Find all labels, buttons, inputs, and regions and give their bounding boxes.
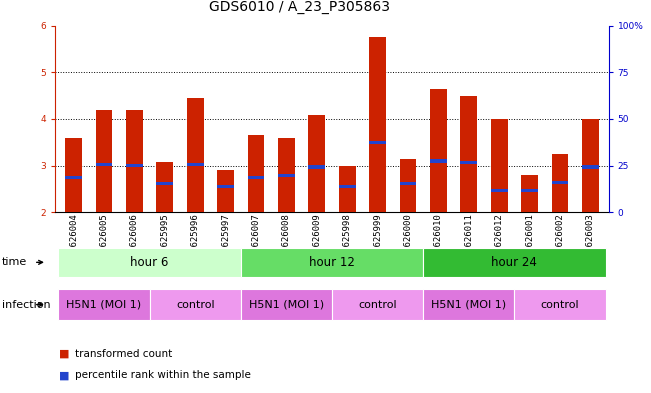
Bar bbox=[551, 181, 568, 184]
Bar bbox=[126, 110, 143, 212]
Bar bbox=[309, 115, 325, 212]
Bar bbox=[582, 119, 599, 212]
Bar bbox=[339, 165, 355, 212]
Bar bbox=[521, 189, 538, 192]
Bar bbox=[491, 189, 508, 192]
Bar bbox=[126, 164, 143, 167]
Bar bbox=[309, 165, 325, 169]
Text: transformed count: transformed count bbox=[75, 349, 172, 359]
Text: GDS6010 / A_23_P305863: GDS6010 / A_23_P305863 bbox=[209, 0, 390, 14]
Bar bbox=[400, 158, 417, 212]
Bar bbox=[156, 162, 173, 212]
Bar bbox=[400, 182, 417, 185]
Bar bbox=[491, 119, 508, 212]
Text: control: control bbox=[541, 299, 579, 310]
Bar bbox=[187, 98, 204, 212]
Bar bbox=[96, 110, 113, 212]
Text: hour 24: hour 24 bbox=[492, 256, 537, 269]
Bar bbox=[96, 163, 113, 166]
Text: H5N1 (MOI 1): H5N1 (MOI 1) bbox=[249, 299, 324, 310]
Text: ■: ■ bbox=[59, 349, 69, 359]
Bar bbox=[65, 138, 82, 212]
Bar bbox=[460, 96, 477, 212]
Bar bbox=[65, 176, 82, 179]
Bar bbox=[217, 185, 234, 188]
Bar bbox=[430, 159, 447, 163]
Bar bbox=[156, 182, 173, 185]
Text: percentile rank within the sample: percentile rank within the sample bbox=[75, 370, 251, 380]
Bar bbox=[551, 154, 568, 212]
Bar bbox=[247, 176, 264, 179]
Text: time: time bbox=[2, 257, 27, 267]
Bar bbox=[187, 163, 204, 166]
Bar bbox=[582, 165, 599, 169]
Bar bbox=[217, 170, 234, 212]
Bar bbox=[339, 185, 355, 188]
Bar bbox=[460, 161, 477, 164]
Text: control: control bbox=[176, 299, 215, 310]
Text: infection: infection bbox=[2, 299, 51, 310]
Bar bbox=[278, 174, 295, 178]
Bar bbox=[521, 175, 538, 212]
Text: H5N1 (MOI 1): H5N1 (MOI 1) bbox=[66, 299, 141, 310]
Bar bbox=[369, 141, 386, 144]
Bar bbox=[430, 88, 447, 212]
Text: hour 12: hour 12 bbox=[309, 256, 355, 269]
Text: control: control bbox=[358, 299, 397, 310]
Bar bbox=[369, 37, 386, 212]
Text: hour 6: hour 6 bbox=[130, 256, 169, 269]
Bar bbox=[247, 135, 264, 212]
Bar bbox=[278, 138, 295, 212]
Text: H5N1 (MOI 1): H5N1 (MOI 1) bbox=[431, 299, 506, 310]
Text: ■: ■ bbox=[59, 370, 69, 380]
